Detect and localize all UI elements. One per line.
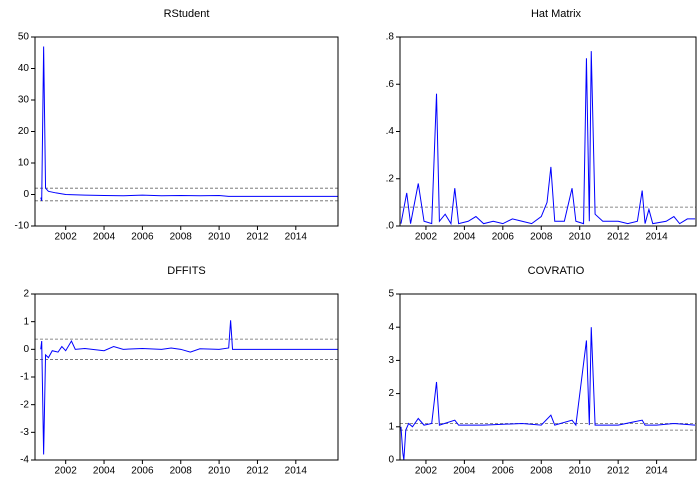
x-tick-label: 2012 <box>246 232 269 243</box>
x-tick-label: 2014 <box>285 232 308 243</box>
y-tick-label: 1 <box>388 421 394 432</box>
y-tick-label: .4 <box>386 126 395 137</box>
x-tick-label: 2004 <box>453 466 476 477</box>
y-tick-label: 50 <box>18 32 30 43</box>
x-tick-label: 2002 <box>55 466 78 477</box>
y-tick-label: 30 <box>18 95 30 106</box>
x-tick-label: 2010 <box>569 232 592 243</box>
chart-title: Hat Matrix <box>531 8 582 20</box>
y-tick-label: 2 <box>23 289 29 300</box>
x-tick-label: 2012 <box>246 466 269 477</box>
subplot: RStudent -10 0 10 20 30 40 50 2002 2004 2006 2008 20… <box>15 8 339 243</box>
data-line <box>40 46 338 201</box>
x-tick-label: 2010 <box>569 466 592 477</box>
x-tick-label: 2008 <box>530 232 553 243</box>
chart-title: COVRATIO <box>528 265 585 277</box>
y-tick-label: .6 <box>386 79 395 90</box>
y-tick-label: .2 <box>386 173 395 184</box>
plot-frame <box>34 293 339 461</box>
y-tick-label: 3 <box>388 355 394 366</box>
y-tick-label: 0 <box>388 455 394 466</box>
y-tick-label: 10 <box>18 158 30 169</box>
y-tick-label: -3 <box>20 427 29 438</box>
subplot: COVRATIO 0 1 2 3 4 5 2002 2004 2006 2008 2010 2012 20… <box>388 265 697 477</box>
x-tick-label: 2002 <box>415 466 438 477</box>
x-tick-label: 2008 <box>170 466 193 477</box>
x-tick-label: 2014 <box>645 466 668 477</box>
x-tick-label: 2012 <box>607 232 630 243</box>
x-tick-label: 2004 <box>453 232 476 243</box>
x-tick-label: 2006 <box>492 232 515 243</box>
y-tick-label: -2 <box>20 399 29 410</box>
data-line <box>40 320 338 455</box>
x-tick-label: 2010 <box>208 232 231 243</box>
x-tick-label: 2006 <box>131 466 154 477</box>
y-tick-label: 20 <box>18 126 30 137</box>
y-tick-label: 5 <box>388 289 394 300</box>
y-tick-label: -1 <box>20 372 29 383</box>
y-tick-label: -10 <box>15 221 30 232</box>
y-tick-label: 40 <box>18 63 30 74</box>
subplot: DFFITS -4 -3 -2 -1 0 1 2 2002 2004 2006 2008 2010 201… <box>20 265 339 477</box>
chart-title: DFFITS <box>167 265 206 277</box>
plot-frame <box>399 36 697 227</box>
y-tick-label: 0 <box>23 344 29 355</box>
subplot: Hat Matrix .0 .2 .4 .6 .8 2002 2004 2006 2008 2010… <box>386 8 697 243</box>
y-tick-label: 2 <box>388 388 394 399</box>
x-tick-label: 2002 <box>415 232 438 243</box>
x-tick-label: 2008 <box>170 232 193 243</box>
y-tick-label: 4 <box>388 322 394 333</box>
chart-title: RStudent <box>164 8 210 20</box>
x-tick-label: 2004 <box>93 232 116 243</box>
x-tick-label: 2006 <box>131 232 154 243</box>
y-tick-label: 1 <box>23 316 29 327</box>
plot-frame <box>399 293 697 461</box>
data-line <box>400 51 696 226</box>
y-tick-label: 0 <box>23 189 29 200</box>
x-tick-label: 2014 <box>285 466 308 477</box>
x-tick-label: 2006 <box>492 466 515 477</box>
x-tick-label: 2004 <box>93 466 116 477</box>
x-tick-label: 2010 <box>208 466 231 477</box>
y-tick-label: .8 <box>386 32 395 43</box>
plot-frame <box>34 36 339 227</box>
y-tick-label: .0 <box>386 221 395 232</box>
x-tick-label: 2002 <box>55 232 78 243</box>
x-tick-label: 2008 <box>530 466 553 477</box>
y-tick-label: -4 <box>20 455 29 466</box>
data-line <box>400 327 696 460</box>
x-tick-label: 2014 <box>645 232 668 243</box>
x-tick-label: 2012 <box>607 466 630 477</box>
